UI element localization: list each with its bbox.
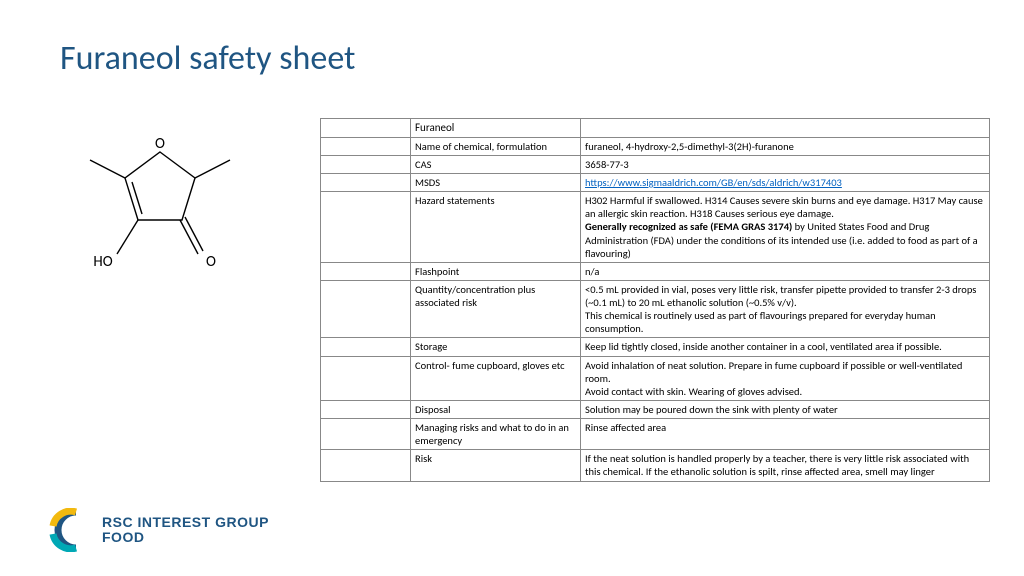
row-label: MSDS xyxy=(411,174,581,192)
table-row: DisposalSolution may be poured down the … xyxy=(321,400,990,418)
row-value: furaneol, 4-hydroxy-2,5-dimethyl-3(2H)-f… xyxy=(581,137,990,155)
page-title: Furaneol safety sheet xyxy=(60,38,355,79)
table-row: CAS3658-77-3 xyxy=(321,155,990,173)
row-value: Keep lid tightly closed, inside another … xyxy=(581,338,990,356)
row-label: Name of chemical, formulation xyxy=(411,137,581,155)
safety-table: Furaneol Name of chemical, formulationfu… xyxy=(320,118,990,482)
row-value: n/a xyxy=(581,262,990,280)
table-header: Furaneol xyxy=(411,119,581,138)
chemical-structure: O HO O xyxy=(45,130,275,290)
svg-text:HO: HO xyxy=(93,253,112,271)
table-row: Control- fume cupboard, gloves etcAvoid … xyxy=(321,356,990,400)
row-value: H302 Harmful if swallowed. H314 Causes s… xyxy=(581,192,990,263)
svg-text:O: O xyxy=(155,135,165,153)
row-value: https://www.sigmaaldrich.com/GB/en/sds/a… xyxy=(581,174,990,192)
table-row: Flashpointn/a xyxy=(321,262,990,280)
row-label: CAS xyxy=(411,155,581,173)
table-row: Hazard statementsH302 Harmful if swallow… xyxy=(321,192,990,263)
row-label: Quantity/concentration plus associated r… xyxy=(411,280,581,338)
row-label: Risk xyxy=(411,450,581,481)
rsc-logo: RSC INTEREST GROUP FOOD xyxy=(48,508,269,552)
row-label: Managing risks and what to do in an emer… xyxy=(411,419,581,450)
svg-text:O: O xyxy=(206,253,216,271)
rsc-logo-icon xyxy=(48,508,92,552)
logo-line2: FOOD xyxy=(102,530,269,545)
row-label: Hazard statements xyxy=(411,192,581,263)
table-row: Managing risks and what to do in an emer… xyxy=(321,419,990,450)
msds-link[interactable]: https://www.sigmaaldrich.com/GB/en/sds/a… xyxy=(585,176,842,189)
table-row: Name of chemical, formulationfuraneol, 4… xyxy=(321,137,990,155)
row-value: Avoid inhalation of neat solution. Prepa… xyxy=(581,356,990,400)
row-value: Rinse affected area xyxy=(581,419,990,450)
table-header-row: Furaneol xyxy=(321,119,990,138)
row-value: If the neat solution is handled properly… xyxy=(581,450,990,481)
table-row: RiskIf the neat solution is handled prop… xyxy=(321,450,990,481)
row-label: Control- fume cupboard, gloves etc xyxy=(411,356,581,400)
row-label: Flashpoint xyxy=(411,262,581,280)
table-row: MSDS https://www.sigmaaldrich.com/GB/en/s… xyxy=(321,174,990,192)
table-row: StorageKeep lid tightly closed, inside a… xyxy=(321,338,990,356)
row-label: Disposal xyxy=(411,400,581,418)
table-row: Quantity/concentration plus associated r… xyxy=(321,280,990,338)
row-value: <0.5 mL provided in vial, poses very lit… xyxy=(581,280,990,338)
row-value: Solution may be poured down the sink wit… xyxy=(581,400,990,418)
logo-line1: RSC INTEREST GROUP xyxy=(102,515,269,530)
row-value: 3658-77-3 xyxy=(581,155,990,173)
row-label: Storage xyxy=(411,338,581,356)
